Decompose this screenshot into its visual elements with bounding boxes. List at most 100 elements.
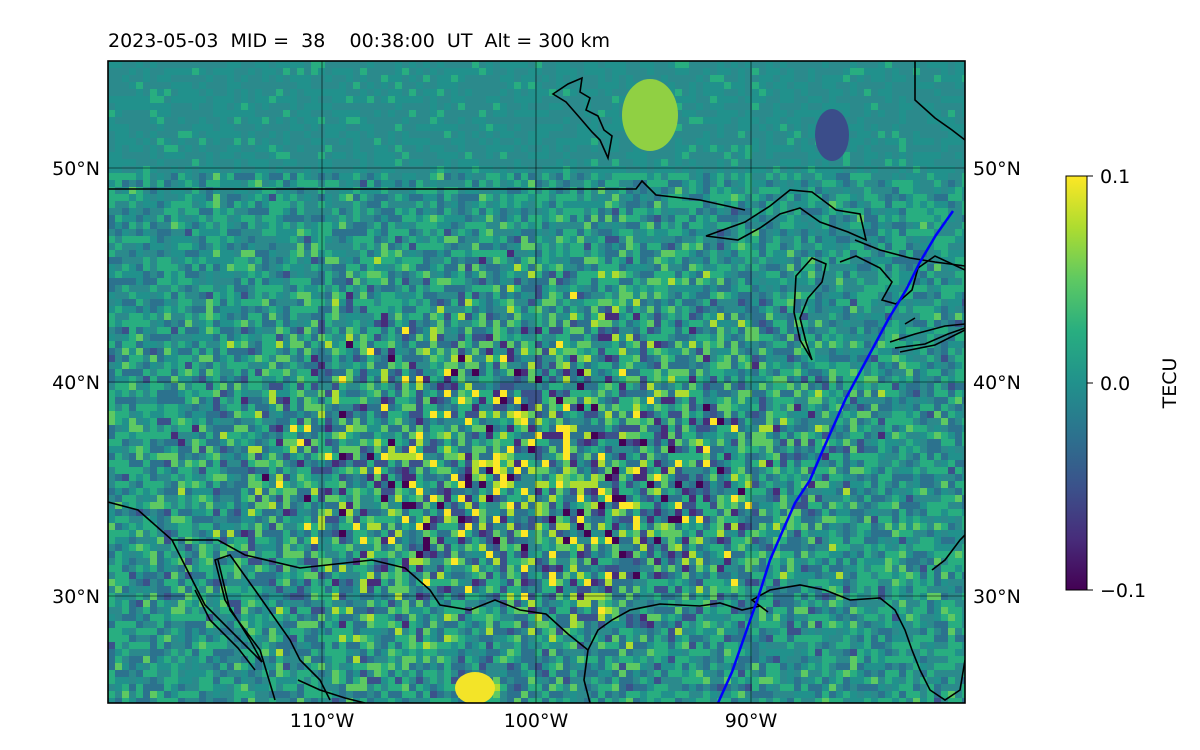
tec-pixel	[325, 159, 332, 166]
tec-pixel	[388, 180, 395, 187]
tec-pixel	[766, 313, 773, 320]
tec-pixel	[318, 439, 325, 446]
tec-pixel	[892, 173, 899, 180]
tec-pixel	[360, 96, 367, 103]
tec-pixel	[850, 222, 857, 229]
tec-pixel	[773, 348, 780, 355]
tec-pixel	[157, 243, 164, 250]
tec-pixel	[199, 194, 206, 201]
tec-pixel	[619, 278, 626, 285]
tec-pixel	[122, 320, 129, 327]
tec-pixel	[836, 201, 843, 208]
tec-pixel	[234, 110, 241, 117]
tec-pixel	[920, 285, 927, 292]
tec-pixel	[514, 89, 521, 96]
tec-pixel	[654, 264, 661, 271]
tec-pixel	[598, 166, 605, 173]
tec-pixel	[528, 348, 535, 355]
tec-pixel	[507, 131, 514, 138]
tec-pixel	[899, 243, 906, 250]
tec-pixel	[136, 446, 143, 453]
tec-pixel	[269, 299, 276, 306]
tec-pixel	[409, 173, 416, 180]
tec-pixel	[381, 159, 388, 166]
tec-pixel	[199, 215, 206, 222]
tec-pixel	[199, 432, 206, 439]
tec-pixel	[276, 285, 283, 292]
tec-pixel	[759, 89, 766, 96]
tec-pixel	[514, 439, 521, 446]
tec-pixel	[941, 124, 948, 131]
tec-pixel	[633, 173, 640, 180]
tec-pixel	[346, 257, 353, 264]
tec-pixel	[920, 369, 927, 376]
tec-pixel	[801, 383, 808, 390]
tec-pixel	[773, 236, 780, 243]
tec-pixel	[339, 334, 346, 341]
tec-pixel	[605, 124, 612, 131]
tec-pixel	[353, 432, 360, 439]
tec-pixel	[766, 411, 773, 418]
tec-pixel	[444, 75, 451, 82]
tec-pixel	[878, 369, 885, 376]
tec-pixel	[745, 243, 752, 250]
tec-pixel	[885, 320, 892, 327]
tec-pixel	[115, 257, 122, 264]
tec-pixel	[171, 278, 178, 285]
tec-pixel	[948, 201, 955, 208]
tec-pixel	[325, 369, 332, 376]
tec-pixel	[423, 271, 430, 278]
tec-pixel	[388, 138, 395, 145]
tec-pixel	[962, 236, 965, 243]
tec-pixel	[668, 208, 675, 215]
tec-pixel	[276, 306, 283, 313]
tec-pixel	[836, 341, 843, 348]
tec-pixel	[836, 285, 843, 292]
tec-pixel	[486, 362, 493, 369]
tec-pixel	[640, 166, 647, 173]
tec-pixel	[500, 369, 507, 376]
tec-pixel	[808, 110, 815, 117]
tec-pixel	[549, 89, 556, 96]
tec-pixel	[388, 250, 395, 257]
tec-pixel	[185, 222, 192, 229]
tec-pixel	[353, 362, 360, 369]
tec-pixel	[234, 159, 241, 166]
tec-pixel	[346, 299, 353, 306]
tec-pixel	[521, 383, 528, 390]
tec-pixel	[759, 411, 766, 418]
tec-pixel	[234, 264, 241, 271]
tec-pixel	[206, 222, 213, 229]
tec-pixel	[199, 285, 206, 292]
tec-pixel	[766, 418, 773, 425]
tec-pixel	[479, 166, 486, 173]
tec-pixel	[248, 453, 255, 460]
tec-pixel	[388, 453, 395, 460]
tec-pixel	[745, 96, 752, 103]
tec-pixel	[521, 327, 528, 334]
tec-pixel	[374, 446, 381, 453]
tec-pixel	[192, 89, 199, 96]
tec-pixel	[395, 439, 402, 446]
tec-pixel	[451, 82, 458, 89]
tec-pixel	[185, 341, 192, 348]
tec-pixel	[584, 68, 591, 75]
tec-pixel	[808, 152, 815, 159]
tec-pixel	[213, 390, 220, 397]
tec-pixel	[745, 257, 752, 264]
tec-pixel	[752, 243, 759, 250]
tec-pixel	[731, 411, 738, 418]
tec-pixel	[115, 439, 122, 446]
tec-pixel	[927, 173, 934, 180]
tec-pixel	[486, 334, 493, 341]
tec-pixel	[675, 348, 682, 355]
tec-pixel	[283, 180, 290, 187]
tec-pixel	[570, 285, 577, 292]
tec-pixel	[325, 229, 332, 236]
tec-pixel	[752, 229, 759, 236]
tec-pixel	[850, 306, 857, 313]
tec-pixel	[871, 320, 878, 327]
tec-pixel	[710, 257, 717, 264]
tec-pixel	[290, 292, 297, 299]
tec-pixel	[612, 264, 619, 271]
